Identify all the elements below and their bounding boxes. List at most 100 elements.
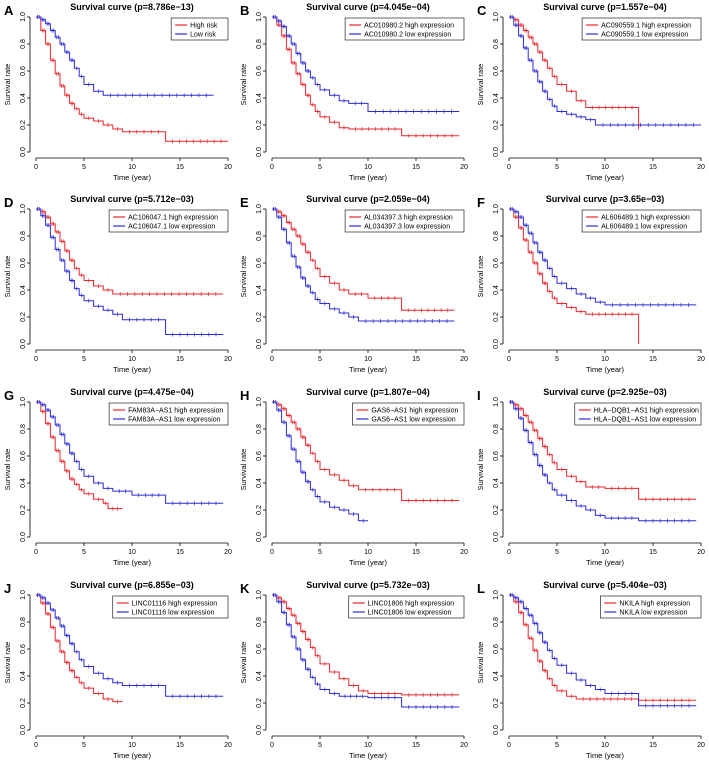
legend: LINC01806 high expression LINC01806 low e… [348, 595, 465, 619]
y-tick-label: 1.0 [493, 204, 500, 214]
series-line-low [36, 16, 214, 96]
panel-label: F [477, 195, 485, 210]
x-tick-label: 0 [34, 742, 38, 749]
chart-J: J Survival curve (p=6.855e−03) 0.0 0.2 0.4 0.… [3, 580, 232, 760]
series-line-low [272, 208, 455, 322]
x-tick-label: 15 [649, 549, 657, 556]
legend-box [600, 595, 702, 619]
y-tick-label: 1.0 [20, 204, 27, 214]
x-axis-label: Time (year) [586, 173, 625, 182]
y-tick-label: 0.2 [256, 312, 263, 322]
x-tick-label: 10 [128, 356, 136, 363]
legend-entry: AL606489.1 low expression [601, 224, 687, 231]
y-axis-label: Survival rate [3, 256, 12, 298]
legend: AC010980.2 high expression AC010980.2 low… [344, 17, 465, 41]
legend-entry: LINC01116 high expression [132, 601, 217, 608]
panel-C: C Survival curve (p=1.557e−04) 0.0 0.2 0.4 0.… [473, 0, 709, 192]
y-tick-label: 1.0 [493, 397, 500, 407]
y-tick-label: 0.6 [20, 451, 27, 461]
x-tick-label: 15 [176, 356, 184, 363]
y-tick-label: 1.0 [256, 12, 263, 22]
y-axis-label: Survival rate [239, 64, 248, 106]
chart-D: D Survival curve (p=5.712e−03) 0.0 0.2 0.4 0.… [3, 194, 232, 374]
y-tick-label: 0.4 [256, 478, 263, 488]
y-tick-label: 0.8 [256, 617, 263, 627]
x-axis-label: Time (year) [113, 173, 152, 182]
chart-title: Survival curve (p=6.855e−03) [70, 580, 194, 590]
y-tick-label: 1.0 [20, 12, 27, 22]
chart-title: Survival curve (p=5.732e−03) [306, 580, 430, 590]
panel-A: A Survival curve (p=8.786e−13) 0.0 0.2 0.4 0.… [0, 0, 236, 192]
legend-entry: AC090559.1 high expression [601, 23, 691, 30]
x-tick-label: 20 [460, 549, 468, 556]
y-tick-label: 0.2 [20, 505, 27, 515]
legend: GAS6−AS1 high expression GAS6−AS1 low exp… [352, 402, 465, 426]
legend-entry: FAM83A−AS1 high expression [128, 408, 223, 415]
y-tick-label: 0.6 [20, 644, 27, 654]
legend: AL606489.1 high expression AL606489.1 low… [581, 209, 702, 233]
y-tick-label: 0.0 [20, 147, 27, 157]
x-tick-label: 15 [176, 549, 184, 556]
series-line-low [272, 594, 460, 708]
legend-entry: AL034397.3 low expression [364, 224, 450, 231]
x-tick-label: 15 [649, 356, 657, 363]
legend: AL034397.3 high expression AL034397.3 low… [344, 209, 465, 233]
x-tick-label: 0 [34, 549, 38, 556]
legend-entry: FAM83A−AS1 low expression [128, 417, 221, 424]
y-tick-label: 1.0 [256, 204, 263, 214]
x-tick-label: 15 [649, 742, 657, 749]
y-tick-label: 1.0 [493, 12, 500, 22]
y-axis-label: Survival rate [3, 642, 12, 684]
x-tick-label: 10 [601, 549, 609, 556]
x-tick-label: 0 [507, 356, 511, 363]
chart-C: C Survival curve (p=1.557e−04) 0.0 0.2 0.4 0.… [476, 2, 705, 182]
legend: AC106047.1 high expression AC106047.1 low… [108, 209, 229, 233]
x-tick-label: 10 [601, 164, 609, 171]
panel-label: D [4, 195, 13, 210]
x-tick-label: 0 [270, 549, 274, 556]
legend-entry: AC090559.1 low expression [601, 32, 688, 39]
legend-entry: LINC01116 low expression [132, 610, 215, 617]
y-tick-label: 0.8 [20, 39, 27, 49]
x-tick-label: 10 [128, 549, 136, 556]
y-tick-label: 0.2 [20, 120, 27, 130]
x-tick-label: 20 [224, 164, 232, 171]
x-tick-label: 10 [364, 356, 372, 363]
x-axis-label: Time (year) [113, 751, 152, 760]
series-line-low [272, 16, 460, 112]
y-tick-label: 1.0 [20, 397, 27, 407]
y-tick-label: 0.6 [256, 258, 263, 268]
y-tick-label: 0.6 [493, 258, 500, 268]
y-tick-label: 0.0 [20, 725, 27, 735]
x-tick-label: 0 [270, 356, 274, 363]
panel-label: E [240, 195, 249, 210]
x-tick-label: 5 [555, 549, 559, 556]
x-tick-label: 10 [128, 742, 136, 749]
x-tick-label: 0 [34, 164, 38, 171]
chart-K: K Survival curve (p=5.732e−03) 0.0 0.2 0.4 0.… [239, 580, 468, 760]
x-tick-label: 20 [697, 549, 705, 556]
legend-entry: HLA−DQB1−AS1 high expression [594, 408, 699, 415]
legend: NKILA high expression NKILA low expressio… [600, 595, 702, 619]
y-tick-label: 0.0 [493, 725, 500, 735]
chart-L: L Survival curve (p=5.404e−03) 0.0 0.2 0.4 0.… [476, 580, 705, 760]
x-tick-label: 0 [507, 549, 511, 556]
legend-entry: GAS6−AS1 high expression [371, 408, 458, 415]
series-line-high [272, 208, 455, 311]
y-axis-label: Survival rate [3, 449, 12, 491]
y-tick-label: 0.4 [493, 478, 500, 488]
y-tick-label: 0.8 [493, 231, 500, 241]
chart-title: Survival curve (p=8.786e−13) [70, 2, 194, 12]
x-axis-label: Time (year) [113, 365, 152, 374]
chart-title: Survival curve (p=5.712e−03) [70, 194, 194, 204]
x-tick-label: 20 [224, 549, 232, 556]
chart-title: Survival curve (p=4.475e−04) [70, 387, 194, 397]
y-tick-label: 1.0 [493, 590, 500, 600]
legend-box [108, 209, 229, 233]
y-axis-label: Survival rate [476, 449, 485, 491]
x-tick-label: 5 [555, 164, 559, 171]
y-tick-label: 0.0 [256, 147, 263, 157]
panel-label: A [4, 3, 14, 18]
chart-E: E Survival curve (p=2.059e−04) 0.0 0.2 0.4 0.… [239, 194, 468, 374]
